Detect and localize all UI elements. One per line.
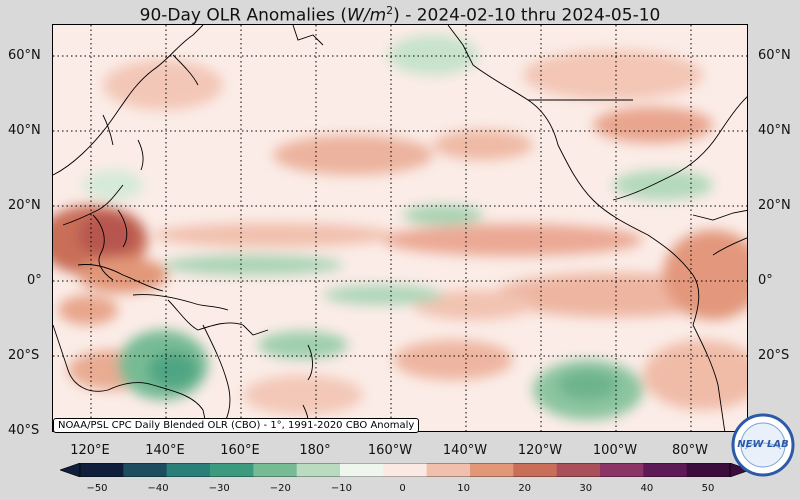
colorbar-tick-label: 20 xyxy=(518,483,532,494)
graticule xyxy=(53,25,747,431)
colorbar-segment xyxy=(686,463,731,477)
logo-text: NEW LAB xyxy=(737,439,788,450)
colorbar-tick-label: −30 xyxy=(208,483,230,494)
colorbar-segment xyxy=(123,463,168,477)
lon-label-140w: 140°W xyxy=(442,443,488,458)
lon-label-120w: 120°W xyxy=(517,443,563,458)
map-title: 90-Day OLR Anomalies (W/m2) - 2024-02-10… xyxy=(139,4,661,26)
colorbar-segment xyxy=(383,463,428,477)
lat-label-20n-right: 20°N xyxy=(758,198,791,213)
colorbar-segment xyxy=(556,463,601,477)
colorbar-tick-label: −10 xyxy=(330,483,352,494)
colorbar-tick-label: 40 xyxy=(640,483,654,494)
lat-label-40n-left: 40°N xyxy=(8,123,41,138)
lon-label-120e: 120°E xyxy=(70,443,110,458)
lon-label-140e: 140°E xyxy=(145,443,185,458)
lat-label-60n-left: 60°N xyxy=(8,48,41,63)
colorbar-segment xyxy=(426,463,471,477)
logo-wave xyxy=(744,442,782,450)
colorbar-segment xyxy=(600,463,644,477)
lat-label-20s-right: 20°S xyxy=(758,348,790,363)
lat-label-20s-left: 20°S xyxy=(8,348,40,363)
colorbar-tick-label: −20 xyxy=(269,483,291,494)
colorbar-segment xyxy=(643,463,688,477)
olr-anomaly-map xyxy=(52,24,748,432)
colorbar-tick-label: −40 xyxy=(147,483,169,494)
colorbar-tick-label: 10 xyxy=(457,483,470,494)
map-canvas xyxy=(53,25,747,431)
colorbar-segment xyxy=(340,463,384,477)
lat-label-40s-left: 40°S xyxy=(8,423,40,438)
colorbar-tick-label: 50 xyxy=(701,483,715,494)
colorbar-segment xyxy=(80,463,124,477)
colorbar-segment xyxy=(470,463,514,477)
colorbar-segment xyxy=(210,463,254,477)
colorbar-segment xyxy=(253,463,298,477)
lat-label-20n-left: 20°N xyxy=(8,198,41,213)
anomaly-field xyxy=(53,35,747,420)
lon-label-100w: 100°W xyxy=(592,443,638,458)
colorbar-segment xyxy=(166,463,211,477)
colorbar-tick-label: 0 xyxy=(399,483,406,494)
colorbar-tick-label: 30 xyxy=(579,483,593,494)
lat-label-0-right: 0° xyxy=(758,273,773,288)
colorbar-tick-label: −50 xyxy=(86,483,108,494)
lab-logo-icon: NEW LAB xyxy=(731,413,795,477)
colorbar-min-arrow xyxy=(59,462,81,478)
data-source-credit: NOAA/PSL CPC Daily Blended OLR (CBO) - 1… xyxy=(53,418,420,433)
lat-label-0-left: 0° xyxy=(27,273,42,288)
lon-label-80w: 80°W xyxy=(672,443,708,458)
colorbar xyxy=(59,462,751,478)
logo-inner xyxy=(740,422,786,468)
lon-label-160w: 160°W xyxy=(367,443,413,458)
lon-label-160e: 160°E xyxy=(220,443,260,458)
lon-label-180: 180° xyxy=(299,443,331,458)
colorbar-gradient xyxy=(59,462,751,478)
lat-label-40n-right: 40°N xyxy=(758,123,791,138)
colorbar-segment xyxy=(296,463,341,477)
colorbar-segment xyxy=(513,463,558,477)
lat-label-60n-right: 60°N xyxy=(758,48,791,63)
